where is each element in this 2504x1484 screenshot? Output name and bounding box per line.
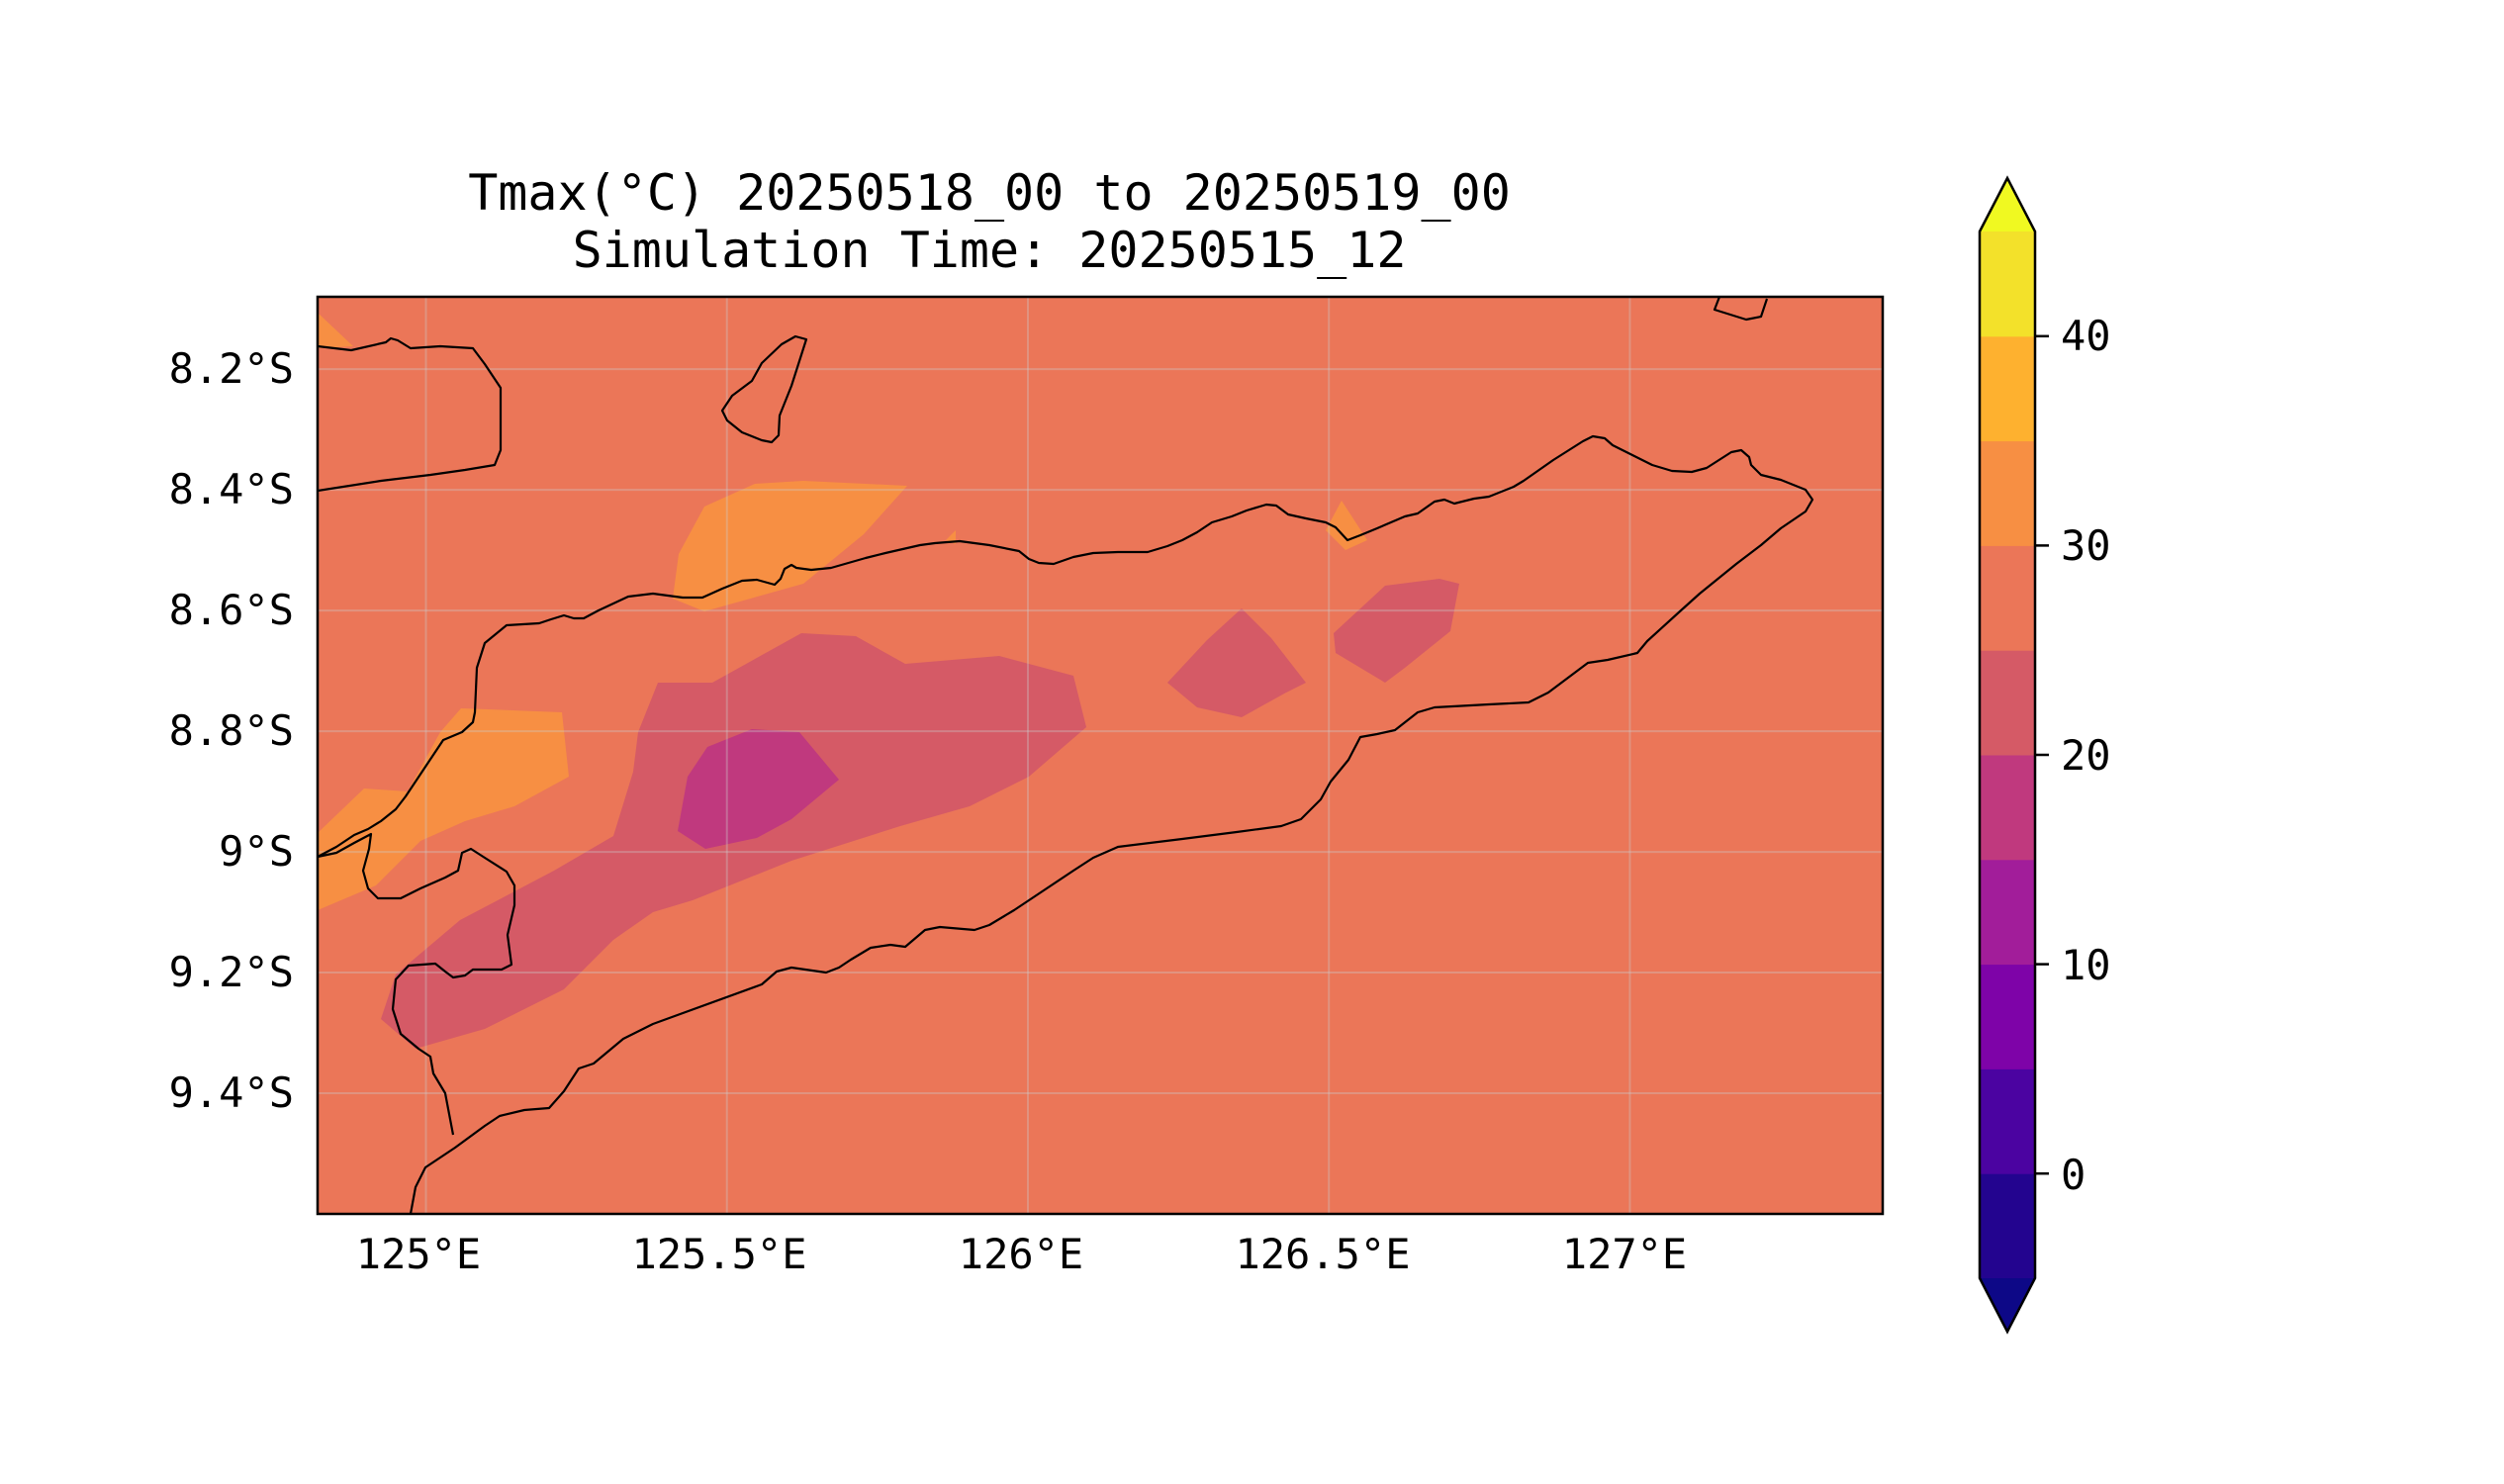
coastline-timor-south bbox=[318, 434, 1814, 1214]
lat-tick-label: 8.6°S bbox=[169, 586, 294, 634]
colorbar-segment bbox=[1980, 440, 2035, 546]
lon-tick-label: 126.5°E bbox=[1235, 1230, 1410, 1278]
coastline bbox=[318, 297, 1814, 1214]
colorbar bbox=[1978, 175, 2049, 1335]
colorbar-tick-label: 0 bbox=[2061, 1151, 2086, 1199]
temperature-field-30-35 bbox=[318, 708, 569, 910]
longitude-ticks: 125°E 125.5°E 126°E 126.5°E 127°E bbox=[356, 1230, 1687, 1278]
lat-tick-label: 9.2°S bbox=[169, 948, 294, 996]
colorbar-segment bbox=[1980, 335, 2035, 442]
colorbar-tick-label: 30 bbox=[2061, 521, 2111, 570]
map-gridlines bbox=[318, 297, 1883, 1214]
map-frame bbox=[316, 295, 1885, 1216]
coastline-kisar bbox=[1713, 297, 1769, 322]
lon-tick-label: 125°E bbox=[356, 1230, 481, 1278]
map-plot-area bbox=[318, 297, 1883, 1214]
colorbar-segment bbox=[1980, 650, 2035, 756]
temperature-field-30-35 bbox=[673, 481, 907, 611]
colorbar-over-arrow bbox=[1980, 178, 2035, 232]
map-title-line1: Tmax(°C) 20250518_00 to 20250519_00 bbox=[468, 164, 1511, 222]
colorbar-under-arrow bbox=[1980, 1278, 2035, 1332]
colorbar-segment bbox=[1980, 232, 2035, 337]
lat-tick-label: 8.4°S bbox=[169, 465, 294, 513]
map-title-line2: Simulation Time: 20250515_12 bbox=[573, 222, 1407, 279]
lon-tick-label: 126°E bbox=[959, 1230, 1083, 1278]
coastline-wetar bbox=[318, 336, 503, 493]
temperature-field-30-35 bbox=[318, 313, 353, 348]
temperature-field-20-25 bbox=[1167, 608, 1306, 717]
coastline-timor bbox=[318, 832, 516, 1136]
coastline-atauro bbox=[720, 334, 808, 444]
temperature-field-20-25 bbox=[1334, 579, 1459, 683]
colorbar-tick-label: 10 bbox=[2061, 941, 2111, 989]
colorbar-segment bbox=[1980, 964, 2035, 1069]
colorbar-segment bbox=[1980, 1068, 2035, 1174]
lat-tick-label: 9°S bbox=[219, 827, 294, 876]
colorbar-segment bbox=[1980, 1173, 2035, 1279]
colorbar-outline bbox=[1978, 175, 2037, 1335]
temperature-field-15-20 bbox=[678, 729, 839, 849]
lon-tick-label: 125.5°E bbox=[631, 1230, 806, 1278]
colorbar-segment bbox=[1980, 755, 2035, 861]
lat-tick-label: 8.2°S bbox=[169, 344, 294, 393]
colorbar-tick-label: 20 bbox=[2061, 731, 2111, 780]
colorbar-segment bbox=[1980, 545, 2035, 651]
colorbar-tick-labels: 0 10 20 30 40 bbox=[2061, 312, 2111, 1199]
colorbar-segment bbox=[1980, 859, 2035, 966]
lat-tick-label: 9.4°S bbox=[169, 1068, 294, 1117]
lon-tick-label: 127°E bbox=[1562, 1230, 1687, 1278]
colorbar-tick-label: 40 bbox=[2061, 312, 2111, 360]
latitude-ticks: 8.2°S 8.4°S 8.6°S 8.8°S 9°S 9.2°S 9.4°S bbox=[169, 344, 294, 1117]
lat-tick-label: 8.8°S bbox=[169, 706, 294, 755]
